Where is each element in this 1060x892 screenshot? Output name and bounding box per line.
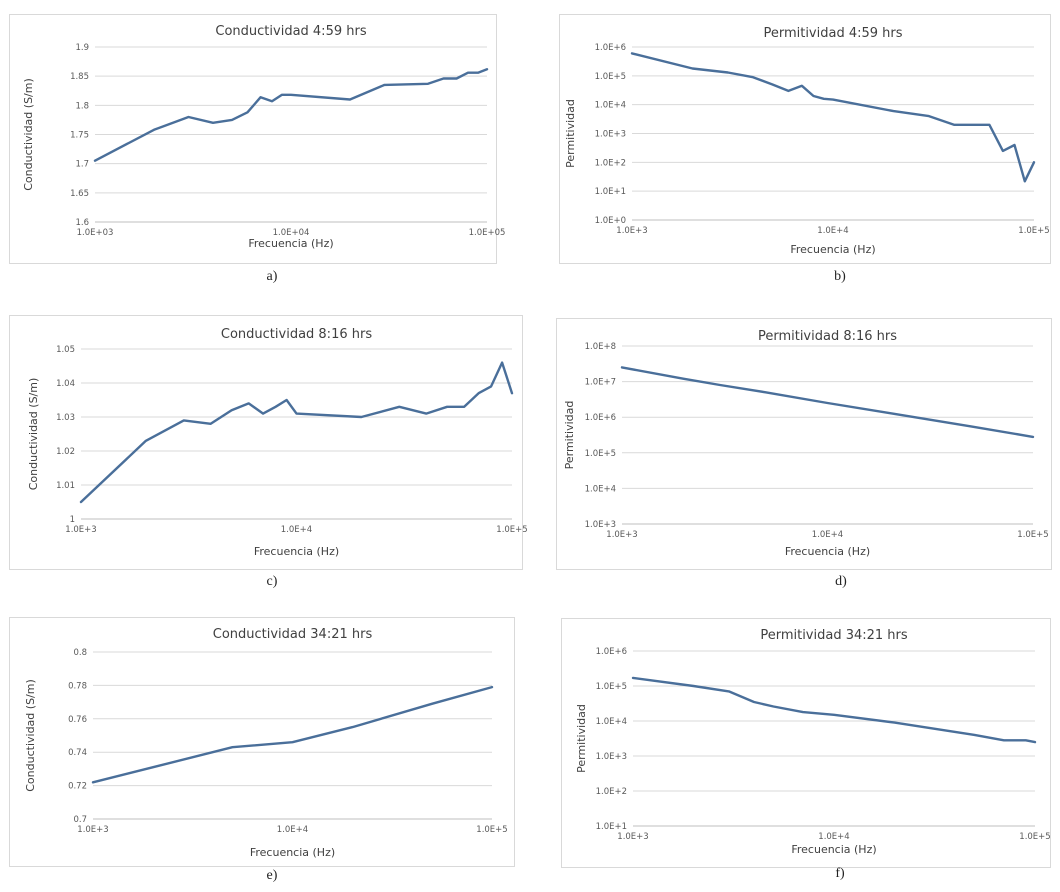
chart-panel-e: Conductividad 34:21 hrs 0.7 0.72 0.74 0.76 0.… <box>9 617 515 867</box>
chart-a-svg: Conductividad 4:59 hrs 1.6 1.65 1.7 1.75 1.8 1… <box>22 24 505 250</box>
chart-c-title: Conductividad 8:16 hrs <box>221 327 372 342</box>
chart-c-xlabel: Frecuencia (Hz) <box>254 545 339 558</box>
chart-c-ytick-label: 1.01 <box>56 481 75 491</box>
chart-f-ytick-label: 1.0E+6 <box>596 647 627 657</box>
chart-f-ytick-label: 1.0E+1 <box>596 822 627 832</box>
chart-a-title: Conductividad 4:59 hrs <box>215 24 366 39</box>
chart-e-ylabel: Conductividad (S/m) <box>24 679 37 792</box>
chart-e-ytick-label: 0.74 <box>68 748 87 758</box>
chart-c-xtick-label: 1.0E+4 <box>281 525 312 535</box>
chart-c-svg: Conductividad 8:16 hrs 1 1.01 1.02 1.03 1.04 1… <box>27 327 528 558</box>
chart-a-ytick-label: 1.75 <box>70 131 89 141</box>
chart-d-ytick-label: 1.0E+3 <box>585 520 616 530</box>
chart-d-ytick-label: 1.0E+4 <box>585 484 616 494</box>
chart-f-ytick-label: 1.0E+2 <box>596 787 627 797</box>
chart-b-ytick-label: 1.0E+2 <box>595 158 626 168</box>
chart-b-ytick-label: 1.0E+6 <box>595 43 626 53</box>
chart-a-xtick-label: 1.0E+03 <box>77 228 114 238</box>
chart-d-ytick-label: 1.0E+7 <box>585 378 616 388</box>
chart-d-xlabel: Frecuencia (Hz) <box>785 545 870 558</box>
chart-c-ylabel: Conductividad (S/m) <box>27 378 40 491</box>
chart-f-xlabel: Frecuencia (Hz) <box>791 843 876 856</box>
chart-b-svg: Permitividad 4:59 hrs 1.0E+0 1.0E+1 1.0E+2 1… <box>564 26 1050 256</box>
panel-label-d: d) <box>835 574 847 589</box>
chart-e-xtick-label: 1.0E+5 <box>476 825 507 835</box>
chart-d-svg: Permitividad 8:16 hrs 1.0E+3 1.0E+4 1.0E+5 1… <box>563 329 1049 558</box>
chart-e-ytick-label: 0.72 <box>68 782 87 792</box>
chart-b-xtick-label: 1.0E+3 <box>616 226 647 236</box>
chart-f-ylabel: Permitividad <box>575 704 588 773</box>
chart-c-ytick-label: 1.03 <box>56 413 75 423</box>
chart-b-xtick-label: 1.0E+4 <box>817 226 848 236</box>
chart-b-ylabel: Permitividad <box>564 99 577 168</box>
panel-label-f: f) <box>835 866 845 881</box>
chart-a-ytick-label: 1.7 <box>75 160 89 170</box>
chart-b-series-line <box>630 52 1036 183</box>
chart-d-xtick-label: 1.0E+3 <box>606 530 637 540</box>
chart-a-ytick-label: 1.85 <box>70 72 89 82</box>
chart-d-ytick-label: 1.0E+5 <box>585 449 616 459</box>
chart-b-ytick-label: 1.0E+0 <box>595 216 626 226</box>
chart-e-ytick-label: 0.78 <box>68 681 87 691</box>
chart-f-title: Permitividad 34:21 hrs <box>760 628 908 643</box>
chart-b-ytick-label: 1.0E+5 <box>595 72 626 82</box>
chart-f-series-line <box>631 676 1037 744</box>
chart-e-svg: Conductividad 34:21 hrs 0.7 0.72 0.74 0.76 0.… <box>24 627 508 859</box>
chart-e-xtick-label: 1.0E+3 <box>77 825 108 835</box>
chart-a-ytick-label: 1.65 <box>70 189 89 199</box>
chart-d-series-line <box>620 366 1035 439</box>
chart-b-xlabel: Frecuencia (Hz) <box>790 243 875 256</box>
panel-label-e: e) <box>266 868 278 883</box>
chart-a-xtick-label: 1.0E+05 <box>469 228 506 238</box>
chart-panel-f: Permitividad 34:21 hrs 1.0E+1 1.0E+2 1.0E+3… <box>561 618 1051 868</box>
chart-c-series-line <box>79 361 514 504</box>
chart-e-xtick-label: 1.0E+4 <box>277 825 308 835</box>
chart-f-ytick-label: 1.0E+3 <box>596 752 627 762</box>
chart-e-ytick-label: 0.7 <box>73 815 87 825</box>
panel-label-a: a) <box>266 269 278 284</box>
chart-e-ytick-label: 0.76 <box>68 715 87 725</box>
chart-f-xtick-label: 1.0E+5 <box>1019 832 1050 842</box>
chart-f-svg: Permitividad 34:21 hrs 1.0E+1 1.0E+2 1.0E+3… <box>575 628 1051 856</box>
chart-e-title: Conductividad 34:21 hrs <box>213 627 373 642</box>
chart-a-xtick-label: 1.0E+04 <box>273 228 310 238</box>
chart-d-title: Permitividad 8:16 hrs <box>758 329 897 344</box>
chart-e-series-line <box>91 685 494 784</box>
chart-a-xlabel: Frecuencia (Hz) <box>248 237 333 250</box>
panel-label-b: b) <box>834 269 846 284</box>
chart-f-ytick-label: 1.0E+4 <box>596 717 627 727</box>
chart-a-ytick-label: 1.8 <box>75 101 89 111</box>
chart-e-ytick-label: 0.8 <box>73 648 87 658</box>
chart-d-xtick-label: 1.0E+4 <box>812 530 843 540</box>
chart-d-ytick-label: 1.0E+6 <box>585 413 616 423</box>
chart-a-ytick-label: 1.6 <box>75 218 89 228</box>
chart-b-ytick-label: 1.0E+4 <box>595 101 626 111</box>
chart-c-ytick-label: 1.05 <box>56 345 75 355</box>
chart-f-ytick-label: 1.0E+5 <box>596 682 627 692</box>
chart-f-xtick-label: 1.0E+4 <box>818 832 849 842</box>
chart-c-ytick-label: 1.04 <box>56 379 75 389</box>
chart-a-ytick-label: 1.9 <box>75 43 89 53</box>
chart-f-xtick-label: 1.0E+3 <box>617 832 648 842</box>
chart-c-xtick-label: 1.0E+3 <box>65 525 96 535</box>
chart-panel-a: Conductividad 4:59 hrs 1.6 1.65 1.7 1.75 1.8 1… <box>9 14 505 264</box>
chart-b-title: Permitividad 4:59 hrs <box>763 26 902 41</box>
chart-b-ytick-label: 1.0E+1 <box>595 187 626 197</box>
chart-d-ytick-label: 1.0E+8 <box>585 342 616 352</box>
chart-d-xtick-label: 1.0E+5 <box>1017 530 1048 540</box>
chart-panel-c: Conductividad 8:16 hrs 1 1.01 1.02 1.03 1.04 1… <box>9 315 528 570</box>
chart-c-ytick-label: 1.02 <box>56 447 75 457</box>
chart-a-series-line <box>93 68 489 162</box>
chart-d-ylabel: Permitividad <box>563 401 576 470</box>
chart-c-xtick-label: 1.0E+5 <box>496 525 527 535</box>
chart-b-ytick-label: 1.0E+3 <box>595 130 626 140</box>
chart-e-xlabel: Frecuencia (Hz) <box>250 846 335 859</box>
panel-label-c: c) <box>266 574 278 589</box>
chart-panel-b: Permitividad 4:59 hrs 1.0E+0 1.0E+1 1.0E+2 1… <box>559 14 1051 264</box>
chart-panel-d: Permitividad 8:16 hrs 1.0E+3 1.0E+4 1.0E+5 1… <box>556 318 1052 570</box>
chart-c-ytick-label: 1 <box>70 515 75 525</box>
chart-b-xtick-label: 1.0E+5 <box>1018 226 1049 236</box>
chart-a-ylabel: Conductividad (S/m) <box>22 78 35 191</box>
